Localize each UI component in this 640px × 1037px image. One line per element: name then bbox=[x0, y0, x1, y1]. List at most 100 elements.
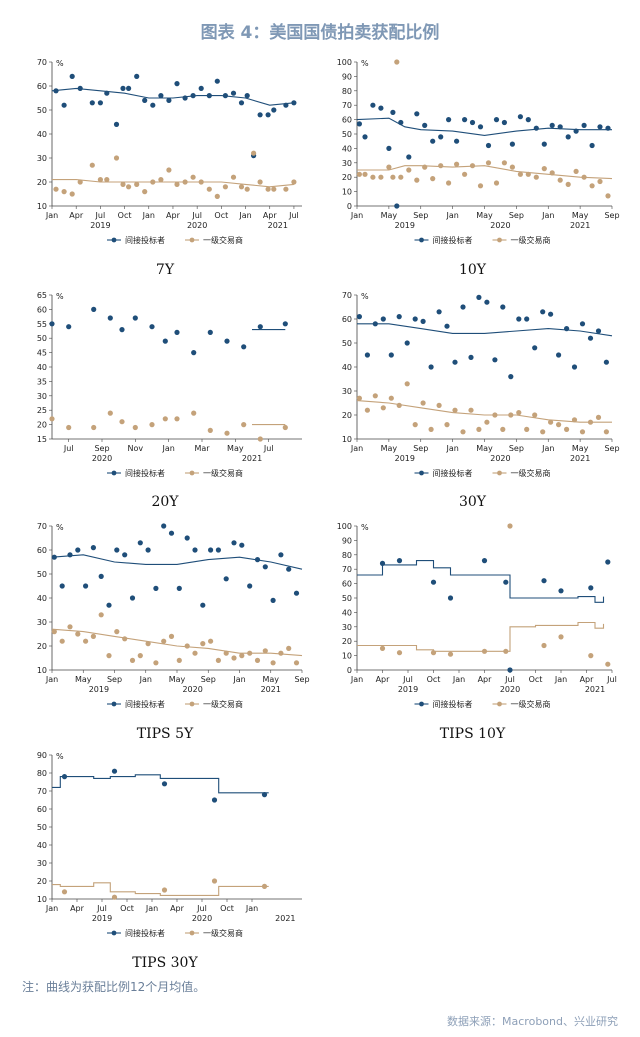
chart-note: 注：曲线为获配比例12个月均值。 bbox=[22, 980, 206, 994]
point-dealer bbox=[524, 426, 530, 432]
point-dealer bbox=[271, 186, 277, 192]
y-tick-label: 50 bbox=[37, 106, 47, 115]
point-indirect bbox=[398, 119, 404, 126]
point-indirect bbox=[558, 588, 564, 594]
point-dealer bbox=[104, 177, 110, 183]
x-tick-label: Apr bbox=[166, 211, 181, 220]
point-indirect bbox=[191, 350, 197, 356]
point-dealer bbox=[581, 174, 587, 180]
point-dealer bbox=[134, 181, 140, 187]
y-tick-label: 25 bbox=[37, 406, 47, 415]
point-dealer bbox=[503, 648, 509, 654]
point-indirect bbox=[430, 138, 436, 144]
point-dealer bbox=[238, 184, 245, 190]
year-label: 2019 bbox=[92, 914, 112, 923]
point-indirect bbox=[231, 540, 237, 546]
x-tick-label: May bbox=[75, 675, 92, 684]
point-indirect bbox=[430, 579, 437, 585]
y-tick-label: 40 bbox=[37, 841, 47, 850]
x-tick-label: Jan bbox=[350, 211, 363, 220]
x-tick-label: Jan bbox=[139, 675, 152, 684]
point-indirect bbox=[200, 602, 206, 608]
x-tick-label: Apr bbox=[69, 211, 84, 220]
year-label: 2019 bbox=[89, 685, 109, 694]
point-indirect bbox=[386, 145, 392, 151]
y-tick-label: 50 bbox=[37, 823, 47, 832]
point-dealer bbox=[517, 171, 523, 177]
point-indirect bbox=[533, 125, 539, 131]
point-indirect bbox=[106, 602, 112, 608]
year-label: 2021 bbox=[275, 914, 295, 923]
point-indirect bbox=[278, 552, 284, 558]
y-tick-label: 30 bbox=[37, 154, 47, 163]
legend-marker-dealer bbox=[497, 237, 502, 243]
legend-marker-indirect bbox=[111, 701, 117, 707]
point-dealer bbox=[107, 410, 113, 416]
point-indirect bbox=[564, 326, 570, 332]
point-dealer bbox=[444, 422, 450, 428]
point-indirect bbox=[468, 354, 474, 360]
x-tick-label: Jan bbox=[161, 444, 174, 453]
point-dealer bbox=[129, 657, 136, 663]
point-dealer bbox=[406, 167, 412, 173]
point-dealer bbox=[89, 162, 95, 168]
x-tick-label: Oct bbox=[214, 211, 228, 220]
legend-marker-indirect bbox=[111, 237, 117, 243]
y-tick-label: 10 bbox=[342, 652, 352, 661]
point-indirect bbox=[208, 547, 214, 553]
y-tick-label: 60 bbox=[37, 805, 47, 814]
point-indirect bbox=[492, 357, 498, 363]
chart-20y: % 15 20 25 30 35 40 45 50 55 60 65 Jul Sep Nov Jan Mar Ma… bbox=[20, 285, 310, 485]
point-dealer bbox=[61, 889, 68, 895]
unit-label: % bbox=[361, 59, 369, 68]
avg-line-indirect bbox=[52, 774, 269, 794]
chart-svg: % 10 20 30 40 50 60 70 Jan Apr Jul Oct Jan Apr Jul Oct J… bbox=[37, 58, 302, 245]
point-dealer bbox=[356, 395, 362, 401]
point-dealer bbox=[126, 184, 132, 190]
point-dealer bbox=[214, 193, 220, 199]
point-dealer bbox=[362, 171, 368, 177]
point-indirect bbox=[122, 552, 128, 558]
y-tick-label: 50 bbox=[342, 339, 352, 348]
point-dealer bbox=[525, 171, 531, 177]
point-dealer bbox=[492, 412, 498, 418]
point-indirect bbox=[589, 142, 595, 149]
point-indirect bbox=[477, 124, 484, 130]
point-dealer bbox=[396, 650, 403, 656]
chart-svg: % 10 20 30 40 50 60 70 Jan May Sep Jan May Sep Jan May S… bbox=[37, 522, 310, 709]
point-indirect bbox=[262, 564, 268, 570]
point-indirect bbox=[53, 88, 59, 94]
year-label: 2020 bbox=[187, 221, 207, 230]
point-indirect bbox=[438, 134, 444, 140]
point-dealer bbox=[390, 174, 396, 180]
point-indirect bbox=[565, 134, 571, 140]
legend-marker-dealer bbox=[497, 470, 502, 476]
x-tick-label: Mar bbox=[194, 444, 210, 453]
point-indirect bbox=[150, 102, 156, 108]
y-tick-label: 70 bbox=[342, 101, 352, 110]
point-dealer bbox=[558, 634, 564, 640]
point-indirect bbox=[77, 85, 83, 91]
point-indirect bbox=[396, 314, 402, 320]
avg-line-dealer bbox=[357, 165, 613, 180]
x-tick-label: Jan bbox=[145, 904, 158, 913]
point-indirect bbox=[484, 299, 490, 305]
year-label: 2019 bbox=[398, 685, 418, 694]
y-tick-label: 40 bbox=[342, 363, 352, 372]
legend-label-indirect: 间接投标者 bbox=[433, 468, 473, 478]
chart-svg: % 10 20 30 40 50 60 70 80 90 Jan Apr Jul Oct Jan Apr Jul… bbox=[37, 751, 302, 938]
point-dealer bbox=[597, 178, 603, 185]
point-dealer bbox=[573, 168, 579, 174]
legend-label-indirect: 间接投标者 bbox=[125, 699, 165, 709]
point-dealer bbox=[484, 419, 490, 425]
point-dealer bbox=[251, 150, 257, 156]
chart-7y: % 10 20 30 40 50 60 70 Jan Apr Jul Oct Jan Apr Jul Oct J… bbox=[20, 52, 310, 252]
point-indirect bbox=[516, 316, 522, 322]
point-indirect bbox=[282, 321, 288, 327]
point-dealer bbox=[379, 645, 386, 651]
point-indirect bbox=[49, 321, 55, 327]
y-tick-label: 50 bbox=[342, 594, 352, 603]
point-dealer bbox=[257, 436, 263, 442]
x-tick-label: Jan bbox=[350, 444, 363, 453]
point-dealer bbox=[166, 167, 172, 173]
